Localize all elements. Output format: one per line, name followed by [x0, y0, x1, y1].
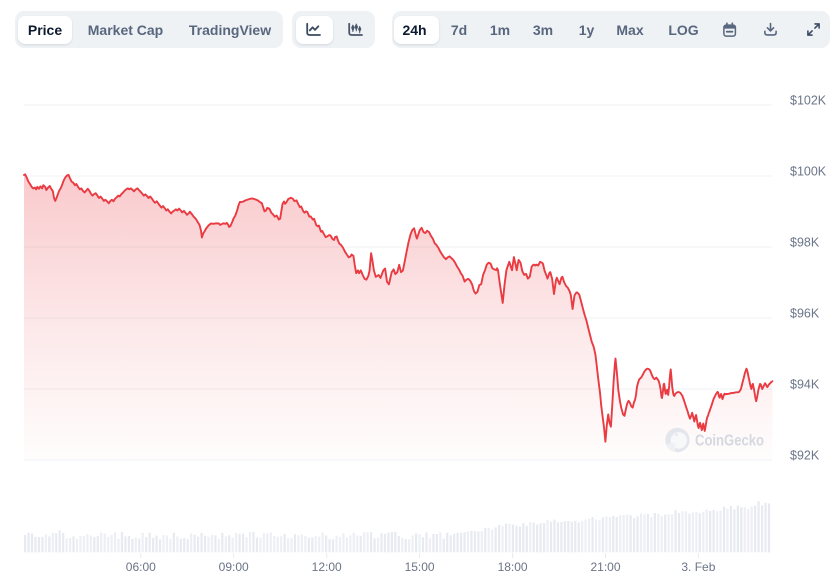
- svg-text:$98K: $98K: [790, 235, 820, 249]
- svg-text:06:00: 06:00: [126, 560, 156, 574]
- svg-text:$100K: $100K: [790, 164, 827, 178]
- svg-text:15:00: 15:00: [405, 560, 435, 574]
- svg-text:21:00: 21:00: [590, 560, 620, 574]
- svg-text:$96K: $96K: [790, 306, 820, 320]
- svg-text:CoinGecko: CoinGecko: [695, 433, 764, 450]
- svg-text:18:00: 18:00: [498, 560, 528, 574]
- svg-text:12:00: 12:00: [312, 560, 342, 574]
- svg-text:3. Feb: 3. Feb: [681, 560, 715, 574]
- svg-text:09:00: 09:00: [219, 560, 249, 574]
- svg-text:$92K: $92K: [790, 448, 820, 462]
- svg-text:$94K: $94K: [790, 377, 820, 391]
- svg-text:$102K: $102K: [790, 93, 827, 107]
